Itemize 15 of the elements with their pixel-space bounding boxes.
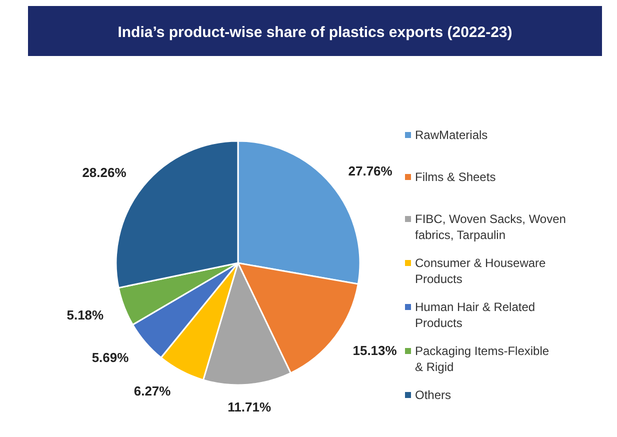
- data-label: 27.76%: [348, 163, 393, 178]
- data-label: 6.27%: [134, 383, 172, 398]
- legend-label: Films & Sheets: [415, 170, 496, 184]
- legend-label: FIBC, Woven Sacks, Woven fabrics, Tarpaulin: [415, 212, 566, 242]
- legend-label: Human Hair & Related Products: [415, 300, 536, 330]
- legend-label: RawMaterials: [415, 128, 488, 142]
- data-label: 11.71%: [228, 400, 272, 415]
- legend-label: Consumer & Houseware Products: [415, 256, 546, 286]
- data-label: 5.18%: [66, 308, 104, 323]
- data-label: 28.26%: [82, 165, 127, 180]
- chart-title: India’s product-wise share of plastics exports (2022-23): [118, 24, 512, 41]
- data-label: 15.13%: [352, 343, 398, 358]
- legend-label: Others: [415, 388, 452, 402]
- legend-label: Packaging Items-Flexible & Rigid: [415, 344, 550, 374]
- data-label: 5.69%: [92, 350, 130, 365]
